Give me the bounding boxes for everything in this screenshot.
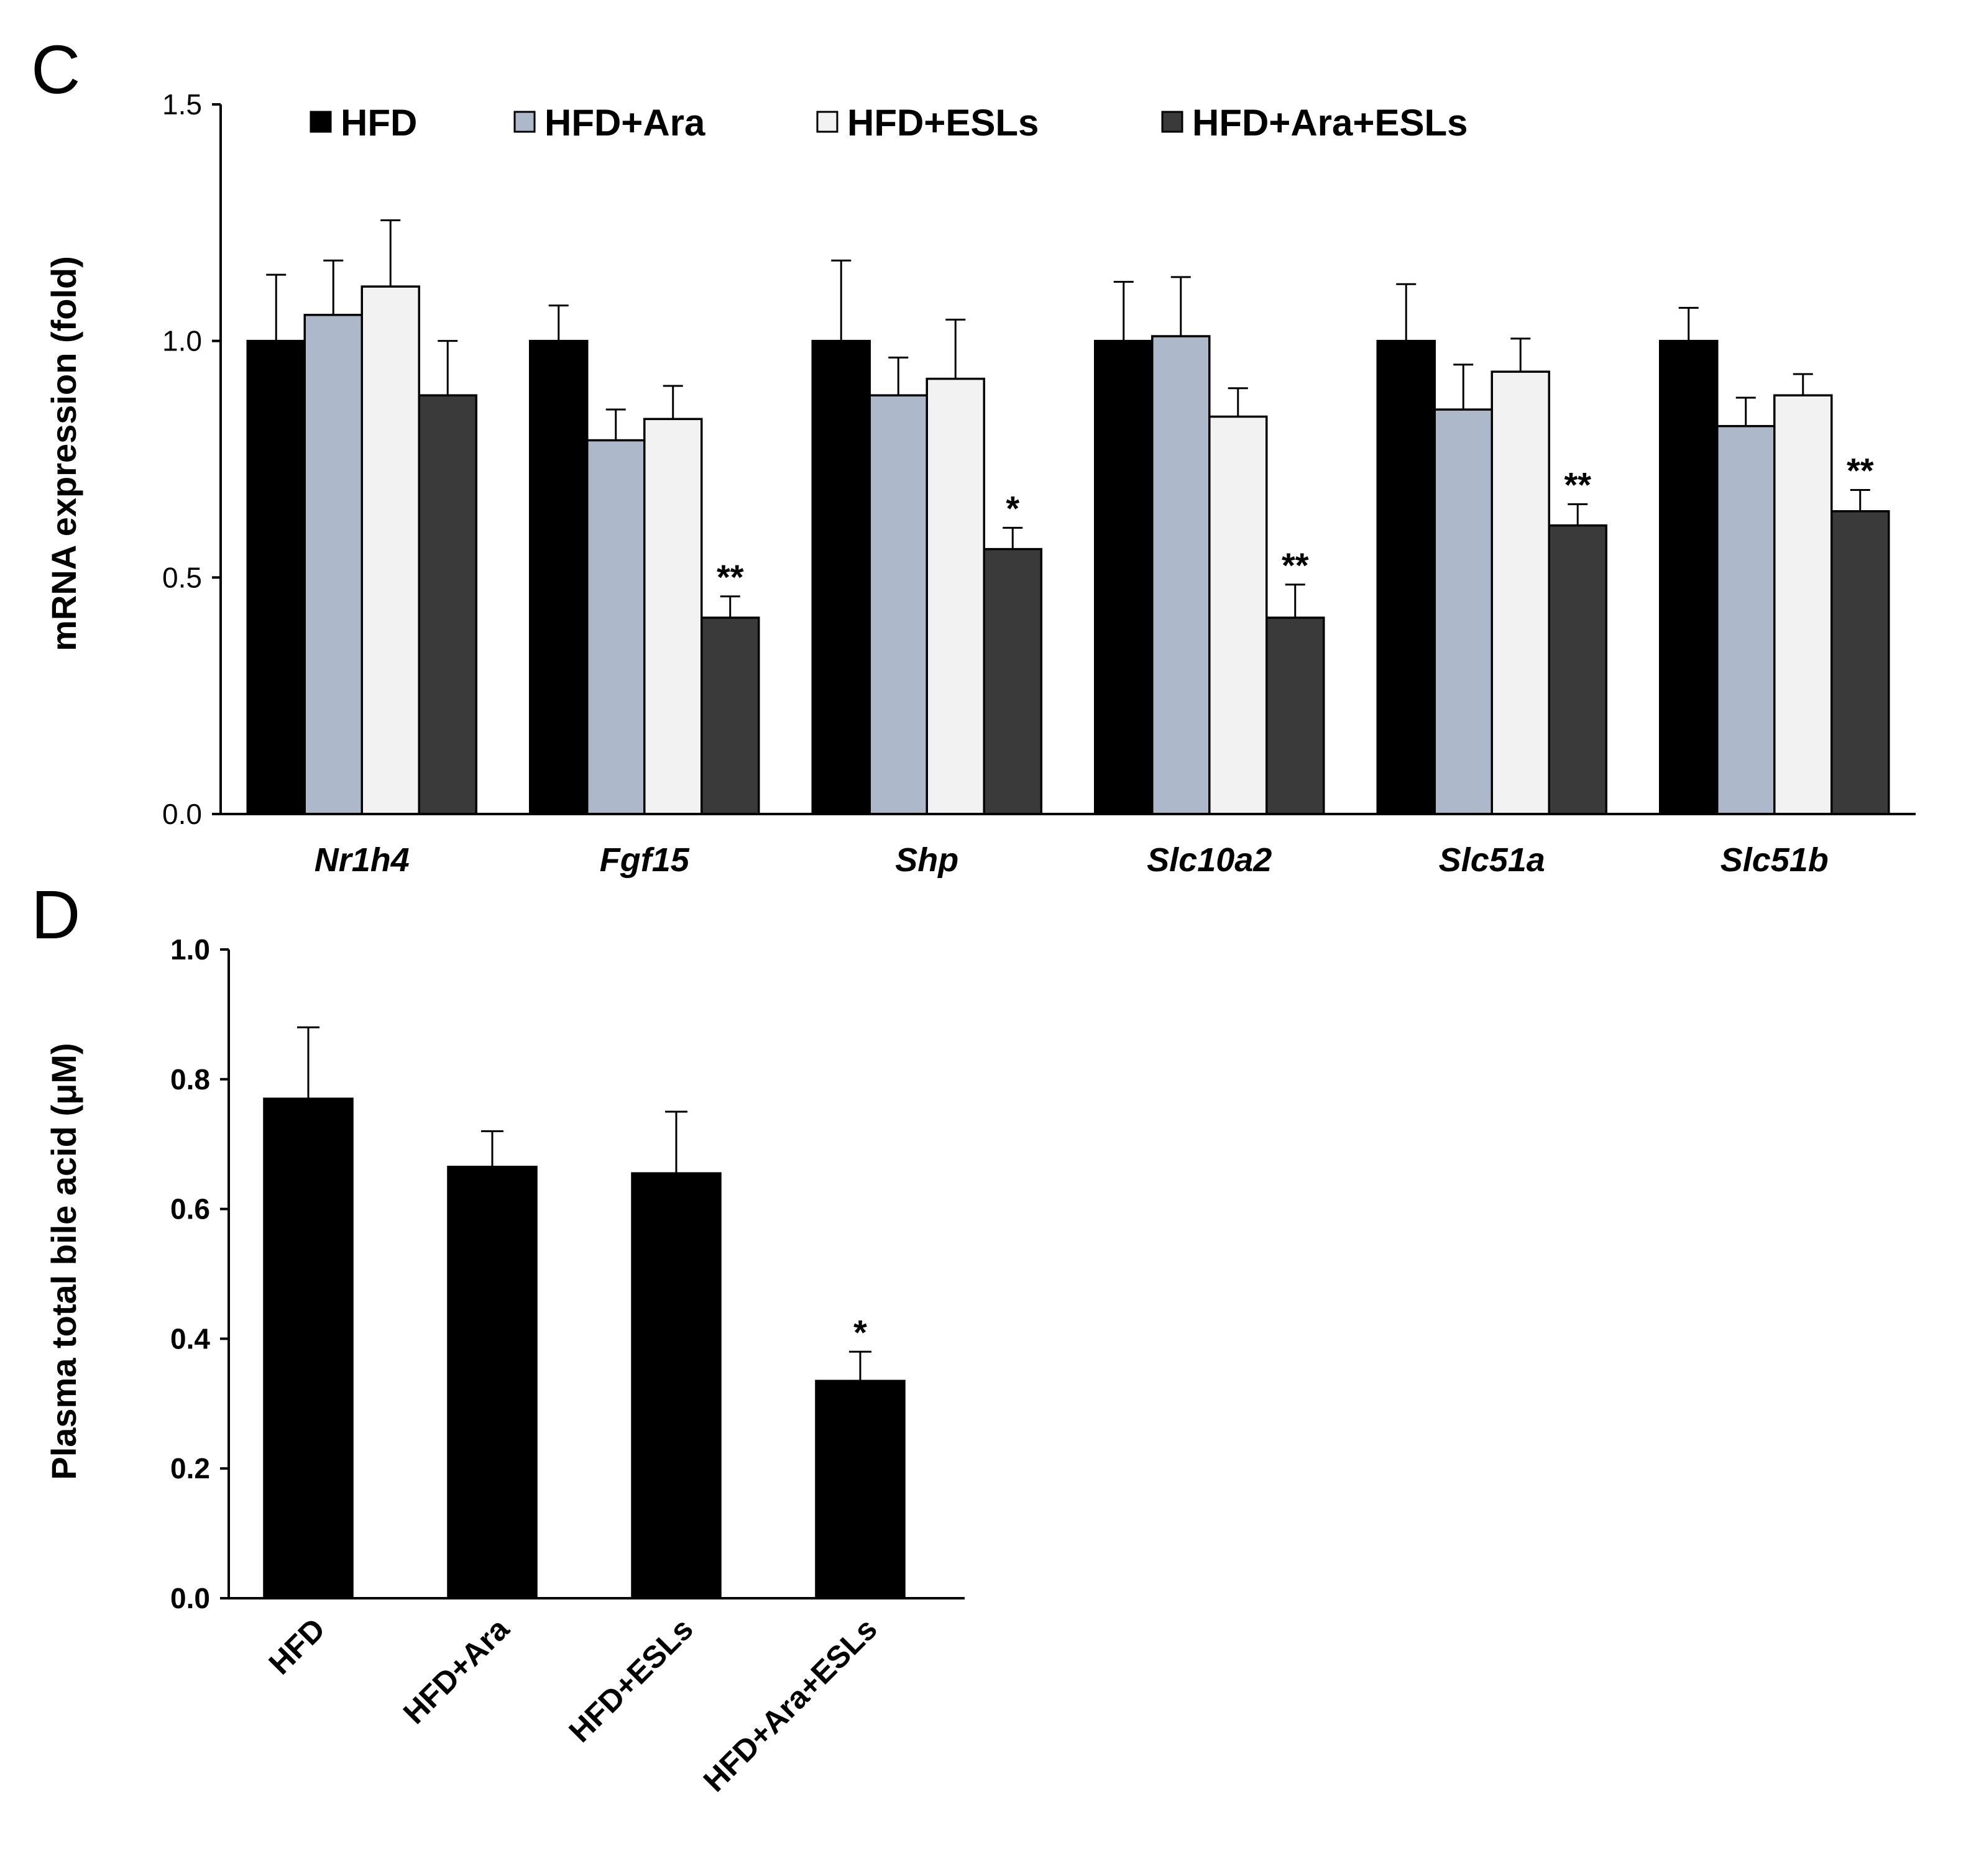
bar-nr1h4-hfd-ara-esls (418, 394, 477, 815)
bar-shp-hfd-ara-esls (983, 547, 1042, 815)
x-tick-label-slc51b: Slc51b (1720, 841, 1829, 879)
legend-label-hfd-ara-esls: HFD+Ara+ESLs (1192, 102, 1468, 144)
bar-plasma-hfd-esls (631, 1172, 722, 1599)
bar-slc51a-hfd-ara (1433, 408, 1493, 815)
bar-nr1h4-hfd (246, 339, 306, 815)
panel-c-y-tick-label: 1.5 (162, 88, 202, 121)
bar-nr1h4-hfd-esls (361, 285, 420, 815)
bar-plasma-hfd-ara-esls (815, 1380, 906, 1599)
legend-swatch-hfd-ara (513, 111, 536, 133)
significance-fgf15: ** (717, 557, 744, 597)
bar-shp-hfd-esls (926, 377, 985, 815)
legend-swatch-hfd-ara-esls (1161, 111, 1183, 133)
bar-fgf15-hfd-ara-esls (701, 616, 760, 815)
panel-c-chart: C mRNA expression (fold) 0.00.51.01.5 **… (31, 32, 1916, 879)
bar-slc51b-hfd-ara-esls (1830, 510, 1890, 815)
significance-shp: * (1006, 488, 1019, 528)
panel-d-error-bars (297, 1026, 871, 1381)
panel-c-significance-marks: ******* ** (717, 451, 1874, 596)
bar-slc51a-hfd (1376, 339, 1436, 815)
panel-c-error-bars (266, 219, 1870, 618)
x-tick-label-plasma-hfd: HFD (262, 1611, 332, 1681)
panel-c-x-tick-labels: Nr1h4 Fgf15 Shp Slc10a2 Slc51a Slc51b (315, 841, 1829, 879)
x-tick-label-shp: Shp (895, 841, 958, 879)
panel-d-y-tick-label: 0.2 (170, 1452, 210, 1485)
bar-fgf15-hfd-ara (586, 439, 646, 815)
bar-slc51a-hfd-ara-esls (1548, 524, 1607, 815)
x-tick-label-fgf15: Fgf15 (600, 841, 690, 879)
x-tick-label-plasma-hfd-ara-esls: HFD+Ara+ESLs (697, 1611, 884, 1798)
panel-d-letter: D (31, 877, 80, 953)
x-tick-label-slc10a2: Slc10a2 (1147, 841, 1272, 879)
legend-label-hfd-esls: HFD+ESLs (847, 102, 1039, 144)
panel-d-y-tick-label: 0.6 (170, 1193, 210, 1225)
legend-swatch-hfd-esls (816, 111, 838, 133)
panel-d-y-tick-label: 0.8 (170, 1063, 210, 1096)
panel-d-y-tick-label: 0.0 (170, 1582, 210, 1614)
significance-slc10a2: ** (1282, 546, 1309, 585)
bar-fgf15-hfd-esls (643, 418, 703, 815)
bar-nr1h4-hfd-ara (303, 314, 363, 815)
panel-d-significance-marks: * (853, 1312, 867, 1352)
panel-c-letter: C (31, 32, 80, 108)
panel-c-legend: HFD HFD+Ara HFD+ESLs HFD+Ara+ESLs (310, 102, 1468, 144)
panel-d-chart: D Plasma total bile acid (μM) 0.00.20.40… (31, 877, 965, 1798)
x-tick-label-nr1h4: Nr1h4 (315, 841, 410, 879)
panel-c-y-axis-label: mRNA expression (fold) (44, 256, 83, 651)
panel-d-y-ticks: 0.0 0.2 0.4 0.6 0.8 1.0 (170, 933, 229, 1614)
bar-slc10a2-hfd-ara (1151, 335, 1211, 815)
bar-plasma-hfd (263, 1097, 354, 1599)
panel-c-y-tick-label: 0.5 (162, 561, 202, 593)
bar-shp-hfd (811, 339, 871, 815)
significance-plasma-hfd-ara-esls: * (853, 1312, 867, 1352)
bar-slc51b-hfd-esls (1773, 394, 1833, 815)
x-tick-label-plasma-hfd-ara: HFD+Ara (397, 1611, 517, 1731)
significance-slc51b: ** (1847, 451, 1874, 490)
bar-fgf15-hfd (529, 339, 589, 815)
bar-slc10a2-hfd (1094, 339, 1154, 815)
bar-slc51b-hfd-ara (1716, 424, 1776, 815)
panel-c-y-ticks: 0.0 0.5 1.0 1.5 (162, 88, 221, 830)
legend-label-hfd: HFD (341, 102, 417, 144)
bar-slc10a2-hfd-esls (1208, 415, 1268, 815)
panel-d-y-tick-label: 1.0 (170, 933, 210, 966)
significance-slc51a: ** (1564, 465, 1591, 504)
panel-c-y-tick-label: 1.0 (162, 325, 202, 357)
panel-d-y-axis-label: Plasma total bile acid (μM) (44, 1043, 83, 1480)
bar-slc10a2-hfd-ara-esls (1265, 616, 1325, 815)
x-tick-label-plasma-hfd-esls: HFD+ESLs (562, 1611, 699, 1749)
bar-shp-hfd-ara (868, 394, 928, 815)
panel-d-y-tick-label: 0.4 (170, 1322, 210, 1355)
bar-slc51a-hfd-esls (1491, 370, 1550, 815)
x-tick-label-slc51a: Slc51a (1439, 841, 1545, 879)
legend-swatch-hfd (310, 111, 332, 133)
panel-c-y-tick-label: 0.0 (162, 798, 202, 830)
legend-label-hfd-ara: HFD+Ara (544, 102, 705, 144)
bar-plasma-hfd-ara (447, 1165, 538, 1599)
bar-slc51b-hfd (1659, 339, 1719, 815)
panel-c-bars (246, 285, 1890, 815)
panel-d-bars (263, 1097, 906, 1599)
